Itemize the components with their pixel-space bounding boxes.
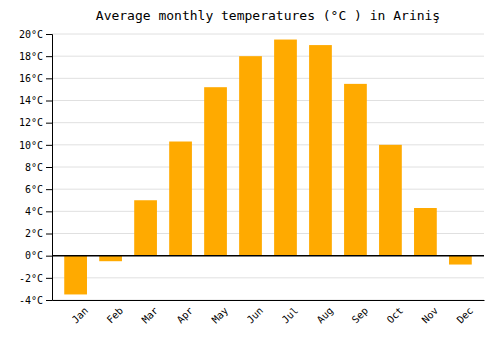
x-tick-label: Jun	[245, 305, 266, 326]
x-tick: Jan	[70, 305, 91, 326]
bar	[449, 256, 472, 265]
bar	[204, 87, 227, 255]
grid-line	[52, 167, 484, 168]
y-tick: 2°C	[25, 228, 52, 239]
x-tick: Jun	[245, 305, 266, 326]
y-tick: 14°C	[19, 95, 52, 106]
y-tick-label: 2°C	[25, 228, 43, 239]
grid-line	[52, 122, 484, 123]
x-tick-label: Aug	[315, 305, 336, 326]
grid-line	[52, 78, 484, 79]
y-tick-label: 4°C	[25, 206, 43, 217]
y-tick: -2°C	[19, 273, 52, 284]
x-tick-label: Mar	[140, 305, 161, 326]
x-tick-label: Jan	[70, 305, 91, 326]
y-tick-label: 0°C	[25, 250, 43, 261]
grid	[52, 34, 484, 300]
y-tick-label: 8°C	[25, 162, 43, 173]
x-tick: Feb	[105, 305, 126, 326]
bar	[99, 256, 122, 262]
x-tick: Nov	[420, 305, 441, 326]
x-tick: Sep	[350, 305, 371, 326]
y-tick-label: 6°C	[25, 184, 43, 195]
zero-line	[52, 255, 484, 257]
x-tick: Mar	[140, 305, 161, 326]
y-tick-mark	[46, 56, 52, 57]
y-tick: 10°C	[19, 140, 52, 151]
bar	[169, 142, 192, 256]
chart: -4°C -2°C 0°C 2°C 4°C 6°C 8°C 10°C 12°C 14°C 16°C 1…	[0, 0, 500, 350]
x-tick: Oct	[385, 305, 406, 326]
y-tick-mark	[46, 167, 52, 168]
x-tick-label: Oct	[385, 305, 406, 326]
x-tick-label: Nov	[420, 305, 441, 326]
y-tick-label: 20°C	[19, 29, 43, 40]
x-tick: Jul	[280, 305, 301, 326]
y-tick-mark	[46, 211, 52, 212]
x-tick: Apr	[175, 305, 196, 326]
bar	[344, 84, 367, 256]
y-tick-label: -4°C	[19, 295, 43, 306]
y-tick-mark	[46, 145, 52, 146]
bar	[379, 145, 402, 256]
grid-line	[52, 277, 484, 278]
grid-line	[52, 300, 484, 301]
y-axis-line	[46, 35, 53, 301]
bar	[309, 45, 332, 256]
bar	[239, 56, 262, 256]
y-tick: 0°C	[25, 250, 52, 261]
x-tick-label: May	[210, 305, 231, 326]
grid-line	[52, 144, 484, 145]
y-tick: 18°C	[19, 51, 52, 62]
y-tick-mark	[46, 189, 52, 190]
y-tick-label: 12°C	[19, 117, 43, 128]
y-tick-mark	[46, 78, 52, 79]
y-axis: -4°C -2°C 0°C 2°C 4°C 6°C 8°C 10°C 12°C 14°C 16°C 1…	[19, 29, 53, 306]
grid-line	[52, 34, 484, 35]
y-tick-mark	[46, 234, 52, 235]
y-tick: 16°C	[19, 73, 52, 84]
y-tick-label: 18°C	[19, 51, 43, 62]
y-tick: -4°C	[19, 295, 52, 306]
y-tick: 6°C	[25, 184, 52, 195]
y-tick-mark	[46, 101, 52, 102]
x-tick-label: Jul	[280, 305, 301, 326]
plot: -4°C -2°C 0°C 2°C 4°C 6°C 8°C 10°C 12°C 14°C 16°C 1…	[19, 29, 485, 326]
y-tick-label: -2°C	[19, 273, 43, 284]
y-tick-label: 14°C	[19, 95, 43, 106]
title: Average monthly temperatures (°C ) in Ar…	[96, 8, 440, 23]
x-tick: May	[210, 305, 231, 326]
x-axis: Jan Feb Mar Apr May Jun Jul Aug Sep Oct Nov Dec	[53, 301, 485, 326]
grid-line	[52, 100, 484, 101]
grid-line	[52, 189, 484, 190]
y-tick: 8°C	[25, 162, 52, 173]
x-tick: Aug	[315, 305, 336, 326]
y-tick: 4°C	[25, 206, 52, 217]
x-tick-label: Apr	[175, 305, 196, 326]
y-tick-mark	[46, 256, 52, 257]
y-tick-mark	[46, 300, 52, 301]
x-tick-label: Dec	[455, 305, 476, 326]
x-tick-label: Sep	[350, 305, 371, 326]
y-tick-mark	[46, 278, 52, 279]
y-tick-mark	[46, 34, 52, 35]
y-tick-label: 16°C	[19, 73, 43, 84]
y-tick: 12°C	[19, 117, 52, 128]
grid-line	[52, 56, 484, 57]
x-tick-label: Feb	[105, 305, 126, 326]
y-tick: 20°C	[19, 29, 52, 40]
bar	[274, 40, 297, 256]
bar	[64, 256, 87, 295]
y-tick-label: 10°C	[19, 140, 43, 151]
bar	[414, 208, 437, 256]
grid-line	[52, 255, 484, 256]
y-tick-mark	[46, 123, 52, 124]
bar	[134, 200, 157, 255]
x-axis-line	[53, 300, 485, 301]
x-tick: Dec	[455, 305, 476, 326]
